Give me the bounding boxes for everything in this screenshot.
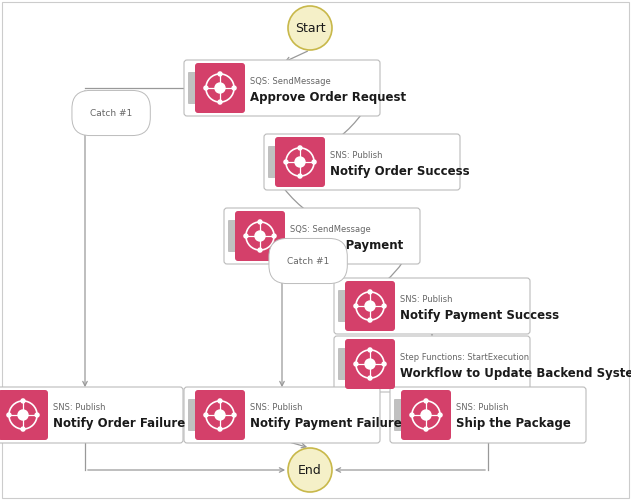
Text: Notify Order Success: Notify Order Success (330, 164, 469, 177)
Circle shape (35, 413, 39, 417)
Text: SNS: Publish: SNS: Publish (400, 294, 452, 304)
FancyBboxPatch shape (334, 336, 530, 392)
Circle shape (204, 86, 208, 90)
FancyBboxPatch shape (275, 137, 325, 187)
Circle shape (288, 6, 332, 50)
Circle shape (244, 234, 248, 238)
Circle shape (294, 156, 306, 168)
Circle shape (298, 146, 302, 150)
Text: Catch #1: Catch #1 (287, 256, 329, 266)
Text: SQS: SendMessage: SQS: SendMessage (290, 224, 371, 234)
Text: End: End (298, 464, 322, 476)
Circle shape (215, 410, 226, 420)
Circle shape (368, 290, 372, 294)
Circle shape (204, 413, 208, 417)
FancyBboxPatch shape (0, 387, 183, 443)
FancyBboxPatch shape (345, 339, 395, 389)
FancyBboxPatch shape (334, 278, 530, 334)
Circle shape (21, 399, 25, 403)
FancyBboxPatch shape (345, 281, 395, 331)
Circle shape (218, 427, 222, 431)
Circle shape (218, 399, 222, 403)
Text: Approve Order Request: Approve Order Request (250, 90, 406, 104)
Circle shape (410, 413, 414, 417)
Circle shape (368, 348, 372, 352)
FancyBboxPatch shape (235, 211, 285, 261)
Circle shape (298, 174, 302, 178)
Circle shape (232, 413, 236, 417)
FancyBboxPatch shape (264, 134, 460, 190)
Text: Workflow to Update Backend Systems: Workflow to Update Backend Systems (400, 366, 631, 380)
FancyBboxPatch shape (224, 208, 420, 264)
Circle shape (424, 399, 428, 403)
Circle shape (364, 358, 375, 370)
FancyBboxPatch shape (338, 290, 346, 322)
Circle shape (368, 376, 372, 380)
Text: Step Functions: StartExecution: Step Functions: StartExecution (400, 352, 529, 362)
Circle shape (354, 362, 358, 366)
Circle shape (218, 72, 222, 76)
Text: Ship the Package: Ship the Package (456, 418, 571, 430)
Circle shape (354, 304, 358, 308)
Text: SNS: Publish: SNS: Publish (250, 404, 302, 412)
Circle shape (17, 410, 29, 420)
FancyBboxPatch shape (228, 220, 236, 252)
FancyBboxPatch shape (184, 60, 380, 116)
FancyBboxPatch shape (0, 390, 48, 440)
Circle shape (364, 300, 375, 312)
FancyBboxPatch shape (188, 399, 196, 431)
Text: SNS: Publish: SNS: Publish (330, 150, 382, 160)
Circle shape (258, 220, 262, 224)
Circle shape (312, 160, 316, 164)
FancyBboxPatch shape (195, 63, 245, 113)
Circle shape (21, 427, 25, 431)
Text: Notify Payment Success: Notify Payment Success (400, 308, 559, 322)
FancyBboxPatch shape (184, 387, 380, 443)
Circle shape (368, 318, 372, 322)
Circle shape (272, 234, 276, 238)
Circle shape (382, 362, 386, 366)
Circle shape (258, 248, 262, 252)
Text: Start: Start (295, 22, 326, 35)
FancyBboxPatch shape (268, 146, 276, 178)
Text: Notify Order Failure: Notify Order Failure (53, 418, 186, 430)
Circle shape (7, 413, 11, 417)
Circle shape (232, 86, 236, 90)
Text: SNS: Publish: SNS: Publish (53, 404, 105, 412)
Text: SQS: SendMessage: SQS: SendMessage (250, 76, 331, 86)
Text: Process Payment: Process Payment (290, 238, 403, 252)
Circle shape (288, 448, 332, 492)
Circle shape (382, 304, 386, 308)
Text: Catch #1: Catch #1 (90, 108, 133, 118)
Circle shape (254, 230, 266, 241)
Text: SNS: Publish: SNS: Publish (456, 404, 509, 412)
FancyBboxPatch shape (390, 387, 586, 443)
Circle shape (215, 82, 226, 94)
Circle shape (438, 413, 442, 417)
Circle shape (424, 427, 428, 431)
FancyBboxPatch shape (401, 390, 451, 440)
Text: Notify Payment Failure: Notify Payment Failure (250, 418, 402, 430)
FancyBboxPatch shape (394, 399, 402, 431)
FancyBboxPatch shape (188, 72, 196, 104)
Circle shape (218, 100, 222, 104)
Circle shape (284, 160, 288, 164)
Circle shape (420, 410, 432, 420)
FancyBboxPatch shape (338, 348, 346, 380)
FancyBboxPatch shape (195, 390, 245, 440)
